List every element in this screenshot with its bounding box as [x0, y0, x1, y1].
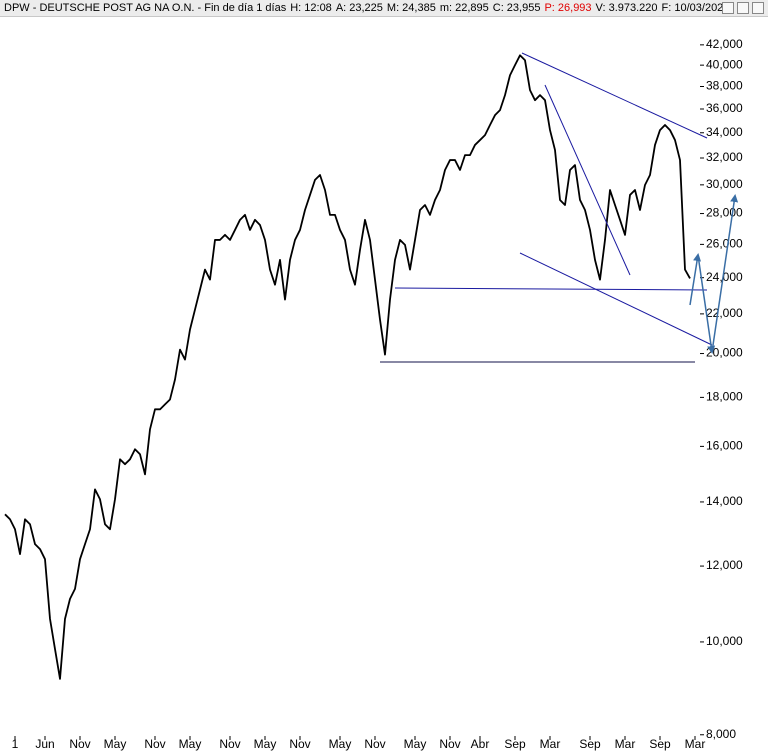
- projection-arrow: [711, 194, 739, 353]
- minimize-button[interactable]: [722, 2, 734, 14]
- chart-title: DPW - DEUTSCHE POST AG NA O.N. - Fin de …: [4, 2, 287, 14]
- x-tick-label: Sep: [579, 737, 601, 751]
- header-stat: C: 23,955: [492, 2, 541, 14]
- y-tick-label: 38,000: [706, 79, 743, 93]
- x-tick-label: Sep: [504, 737, 526, 751]
- projection-arrow: [689, 253, 702, 306]
- header-stat: F: 10/03/2020: [661, 2, 730, 14]
- y-tick-label: 24,000: [706, 270, 743, 284]
- x-tick-label: Nov: [69, 737, 90, 751]
- header-stat: m: 22,895: [439, 2, 489, 14]
- x-tick-label: May: [404, 737, 427, 751]
- close-button[interactable]: [752, 2, 764, 14]
- y-tick-label: 26,000: [706, 237, 743, 251]
- x-tick-label: Nov: [439, 737, 460, 751]
- header-stat: A: 23,225: [335, 2, 383, 14]
- y-tick-label: 14,000: [706, 494, 743, 508]
- x-tick-label: Jun: [35, 737, 54, 751]
- y-tick-label: 42,000: [706, 37, 743, 51]
- y-tick-label: 12,000: [706, 558, 743, 572]
- maximize-button[interactable]: [737, 2, 749, 14]
- y-tick-label: 34,000: [706, 125, 743, 139]
- x-tick-label: Sep: [649, 737, 671, 751]
- x-tick-label: May: [254, 737, 277, 751]
- x-tick-label: Nov: [289, 737, 310, 751]
- y-tick-label: 30,000: [706, 177, 743, 191]
- x-tick-label: Mar: [685, 737, 706, 751]
- support-line: [394, 287, 708, 291]
- header-stat: P: 26,993: [544, 2, 592, 14]
- x-tick-label: May: [329, 737, 352, 751]
- header-stat: H: 12:08: [290, 2, 332, 14]
- window-controls: [722, 2, 764, 14]
- y-tick-label: 16,000: [706, 439, 743, 453]
- x-tick-label: Nov: [219, 737, 240, 751]
- y-tick-label: 32,000: [706, 150, 743, 164]
- x-tick-label: May: [104, 737, 127, 751]
- trend-line: [544, 84, 631, 276]
- y-tick-label: 20,000: [706, 346, 743, 360]
- x-tick-label: Abr: [471, 737, 490, 751]
- x-tick-label: Nov: [364, 737, 385, 751]
- x-tick-label: 1: [12, 737, 19, 751]
- x-tick-label: Nov: [144, 737, 165, 751]
- y-tick-label: 8,000: [706, 727, 736, 741]
- trend-lines: [380, 52, 739, 363]
- x-tick-label: Mar: [615, 737, 636, 751]
- y-tick-label: 18,000: [706, 390, 743, 404]
- header-stat: M: 24,385: [386, 2, 436, 14]
- projection-arrow: [697, 254, 716, 354]
- price-line: [4, 54, 691, 680]
- trend-line: [521, 52, 708, 139]
- y-tick-label: 36,000: [706, 101, 743, 115]
- trend-line: [519, 252, 713, 346]
- y-tick-label: 40,000: [706, 57, 743, 71]
- y-tick-label: 10,000: [706, 634, 743, 648]
- x-tick-label: Mar: [540, 737, 561, 751]
- header-bar: DPW - DEUTSCHE POST AG NA O.N. - Fin de …: [0, 0, 768, 17]
- header-stat: V: 3.973.220: [595, 2, 658, 14]
- y-tick-label: 28,000: [706, 206, 743, 220]
- y-tick-label: 22,000: [706, 306, 743, 320]
- x-tick-label: May: [179, 737, 202, 751]
